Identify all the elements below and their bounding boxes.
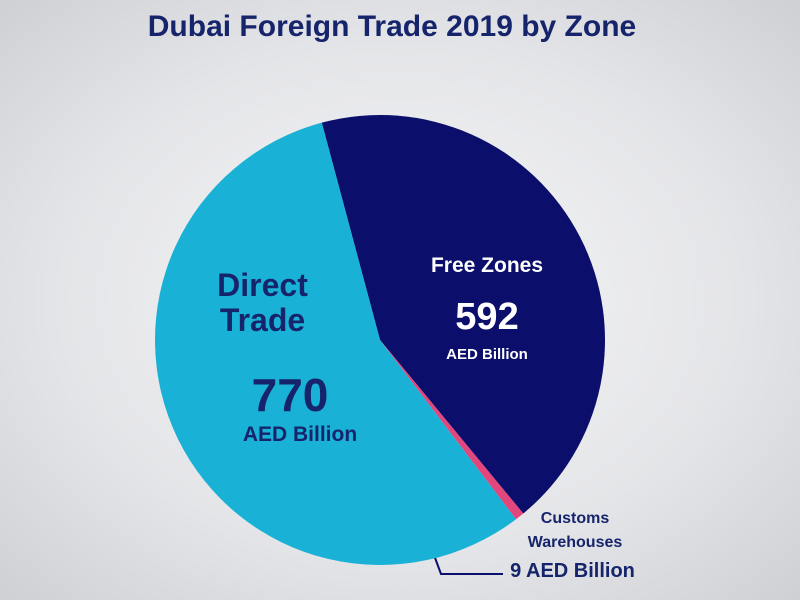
unit-label: AED Billion xyxy=(242,423,358,446)
slice-label: Customs Warehouses xyxy=(527,510,623,551)
pie-slice xyxy=(155,122,516,565)
pie-slice xyxy=(380,340,524,520)
slice-label: Direct Trade xyxy=(217,267,308,339)
value-label: 592 xyxy=(455,296,519,338)
value-label: 9 AED Billion xyxy=(510,560,635,582)
slice-label: Free Zones xyxy=(430,254,544,277)
chart-title: Dubai Foreign Trade 2019 by Zone xyxy=(148,10,636,43)
value-label: 770 xyxy=(251,369,329,421)
unit-label: AED Billion xyxy=(446,346,528,363)
pie-slice xyxy=(321,115,606,514)
